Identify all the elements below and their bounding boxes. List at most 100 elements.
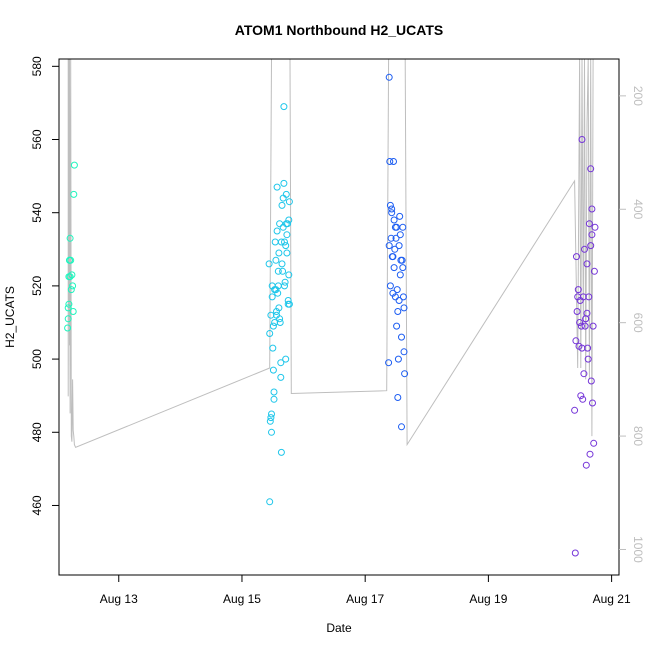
y-tick-label: 520 xyxy=(30,276,44,296)
data-point xyxy=(588,231,596,239)
data-point xyxy=(385,242,393,250)
data-point xyxy=(398,256,406,264)
data-point xyxy=(577,322,585,330)
data-point xyxy=(386,201,394,209)
data-point xyxy=(576,297,584,304)
x-axis: Aug 13 Aug 15 Aug 17 Aug 19 Aug 21 xyxy=(100,574,631,606)
data-point xyxy=(589,322,597,330)
data-point xyxy=(275,249,283,257)
data-point xyxy=(398,423,405,431)
series-2 xyxy=(265,103,293,506)
data-point xyxy=(284,297,292,304)
data-point xyxy=(575,342,583,350)
data-point xyxy=(399,293,407,301)
data-point xyxy=(573,308,581,315)
secondary-trace-line xyxy=(67,58,595,449)
data-point xyxy=(386,282,394,290)
data-point xyxy=(588,205,596,213)
data-point xyxy=(275,304,283,312)
y-axis: 460 480 500 520 540 560 580 xyxy=(30,56,59,515)
data-point xyxy=(65,300,73,308)
data-point xyxy=(278,260,286,268)
data-point xyxy=(591,223,599,231)
data-point xyxy=(577,392,585,400)
data-point xyxy=(582,315,590,323)
data-point xyxy=(581,322,589,330)
data-point xyxy=(273,311,280,319)
data-point xyxy=(272,256,280,264)
data-point xyxy=(394,308,402,315)
y-tick-label: 560 xyxy=(30,129,44,149)
data-point xyxy=(579,395,587,403)
data-point xyxy=(586,450,594,458)
series-3 xyxy=(385,73,409,431)
data-point xyxy=(268,410,275,418)
data-point xyxy=(282,190,290,198)
data-point xyxy=(388,209,396,217)
series-4 xyxy=(571,136,599,557)
x-tick-label: Aug 15 xyxy=(223,592,261,606)
data-point xyxy=(269,366,277,374)
data-point xyxy=(268,293,276,301)
y2-axis: 200 400 600 800 1000 xyxy=(619,86,645,563)
data-point xyxy=(580,370,588,378)
y2-tick-label: 1000 xyxy=(631,536,645,563)
y2-tick-label: 800 xyxy=(631,426,645,446)
data-point xyxy=(64,324,72,332)
data-point xyxy=(398,333,405,341)
data-point xyxy=(278,201,286,209)
data-point xyxy=(393,286,401,294)
data-point xyxy=(64,304,72,312)
y2-tick-label: 400 xyxy=(631,199,645,219)
data-point xyxy=(273,308,280,315)
data-point xyxy=(277,448,285,456)
data-point xyxy=(400,348,408,356)
y-tick-label: 480 xyxy=(30,422,44,442)
data-point xyxy=(401,370,409,378)
data-point xyxy=(266,330,274,337)
data-point xyxy=(281,278,289,286)
data-point xyxy=(571,406,579,414)
data-point xyxy=(269,322,277,330)
data-point xyxy=(390,264,398,272)
data-point xyxy=(395,242,403,250)
data-point xyxy=(277,359,285,367)
data-point xyxy=(399,264,407,272)
data-point xyxy=(392,234,400,242)
data-point xyxy=(68,271,76,279)
data-point xyxy=(285,271,293,279)
data-point xyxy=(573,253,580,261)
data-point xyxy=(396,212,404,220)
data-point xyxy=(585,220,593,228)
data-point xyxy=(589,399,596,407)
data-point xyxy=(393,322,401,330)
data-point xyxy=(393,223,401,231)
x-tick-label: Aug 17 xyxy=(346,592,384,606)
data-point xyxy=(396,231,404,239)
data-point xyxy=(269,344,277,352)
data-point xyxy=(69,282,77,290)
data-point xyxy=(268,428,275,436)
data-point xyxy=(284,300,292,308)
data-point xyxy=(584,355,592,363)
x-tick-label: Aug 13 xyxy=(100,592,138,606)
data-point xyxy=(396,271,404,279)
data-point xyxy=(276,220,284,228)
data-point xyxy=(70,161,78,169)
data-point xyxy=(574,286,582,294)
data-point xyxy=(274,267,282,275)
data-point xyxy=(391,245,399,253)
data-point xyxy=(266,498,274,506)
data-point xyxy=(281,238,288,246)
data-point xyxy=(387,234,395,242)
data-point xyxy=(386,158,394,165)
data-point xyxy=(265,260,273,268)
data-point xyxy=(285,198,293,206)
data-point xyxy=(270,395,278,403)
data-point xyxy=(389,253,397,261)
data-point xyxy=(273,183,281,191)
data-point xyxy=(391,293,399,301)
data-point xyxy=(277,373,285,381)
data-point xyxy=(394,394,402,401)
plot-frame xyxy=(58,58,620,576)
